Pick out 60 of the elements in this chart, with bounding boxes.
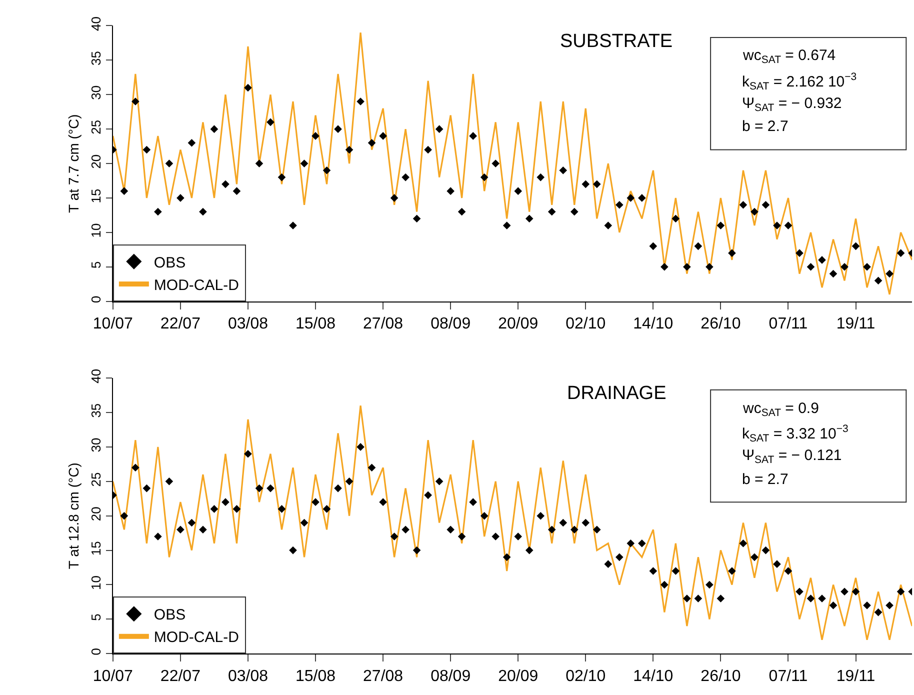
- x-tick-label: 08/09: [430, 316, 471, 332]
- x-tick-label: 19/11: [836, 668, 876, 685]
- y-tick-label: 25: [88, 120, 104, 134]
- annotation: b = 2.7: [742, 118, 788, 135]
- y-tick-label: 35: [88, 50, 104, 66]
- y-tick-label: 30: [88, 85, 104, 100]
- x-tick-label: 27/08: [363, 668, 404, 685]
- legend-label: OBS: [154, 606, 186, 624]
- x-tick-label: 07/11: [768, 316, 808, 332]
- x-tick-label: 20/09: [498, 316, 538, 332]
- x-tick-label: 14/10: [633, 316, 674, 332]
- y-tick-label: 0: [88, 296, 104, 303]
- x-tick-label: 22/07: [160, 316, 201, 332]
- annotation: k$_{SAT}$ = 2.162 10$^{−3}$: [742, 71, 857, 92]
- x-tick-label: 10/07: [92, 316, 134, 332]
- x-tick-label: 08/09: [430, 668, 471, 685]
- x-tick-label: 27/08: [363, 316, 404, 332]
- y-tick-label: 0: [88, 648, 104, 656]
- annotation: k$_{SAT}$ = 3.32 10$^{−3}$: [742, 423, 848, 444]
- y-tick-label: 25: [88, 472, 104, 487]
- y-axis-title: T at 12.8 cm (°C): [65, 462, 82, 570]
- x-tick-label: 26/10: [700, 316, 741, 332]
- y-tick-label: 40: [88, 368, 104, 384]
- x-tick-label: 26/10: [700, 668, 741, 685]
- chart-title: DRAINAGE: [567, 383, 666, 404]
- y-tick-label: 30: [88, 438, 104, 452]
- x-tick-label: 15/08: [295, 316, 336, 332]
- y-tick-label: 10: [88, 576, 104, 590]
- y-tick-label: 35: [88, 403, 104, 418]
- x-tick-label: 15/08: [295, 668, 336, 685]
- x-tick-label: 20/09: [498, 668, 538, 685]
- annotation: wc$_{SAT}$ = 0.9: [742, 400, 819, 420]
- y-tick-label: 5: [88, 614, 104, 621]
- annotation: b = 2.7: [742, 471, 788, 488]
- x-tick-label: 19/11: [836, 316, 876, 332]
- x-tick-label: 02/10: [566, 316, 606, 332]
- y-tick-label: 15: [88, 541, 104, 556]
- line-series: [112, 32, 912, 296]
- y-tick-label: 20: [88, 506, 104, 522]
- chart-title: SUBSTRATE: [560, 31, 673, 52]
- y-tick-label: 5: [88, 261, 104, 269]
- x-tick-label: 07/11: [768, 668, 808, 685]
- line-series: [112, 404, 912, 641]
- x-tick-label: 14/10: [633, 668, 674, 685]
- x-tick-label: 03/08: [228, 316, 268, 332]
- y-tick-label: 10: [88, 223, 104, 238]
- x-tick-label: 03/08: [228, 668, 268, 685]
- x-tick-label: 02/10: [566, 668, 606, 685]
- y-tick-label: 40: [88, 16, 104, 32]
- annotation: wc$_{SAT}$ = 0.674: [742, 47, 836, 66]
- y-tick-label: 20: [88, 154, 104, 169]
- legend-label: OBS: [154, 254, 186, 272]
- y-axis-title: T at 7.7 cm (°C): [65, 114, 82, 213]
- legend-label: MOD-CAL-D: [154, 629, 240, 646]
- y-tick-label: 15: [88, 188, 104, 204]
- x-tick-label: 22/07: [160, 668, 201, 685]
- annotation: Ψ$_{SAT}$ = − 0.932: [742, 95, 842, 114]
- legend-label: MOD-CAL-D: [154, 276, 240, 294]
- annotation: Ψ$_{SAT}$ = − 0.121: [742, 447, 842, 466]
- x-tick-label: 10/07: [92, 668, 134, 685]
